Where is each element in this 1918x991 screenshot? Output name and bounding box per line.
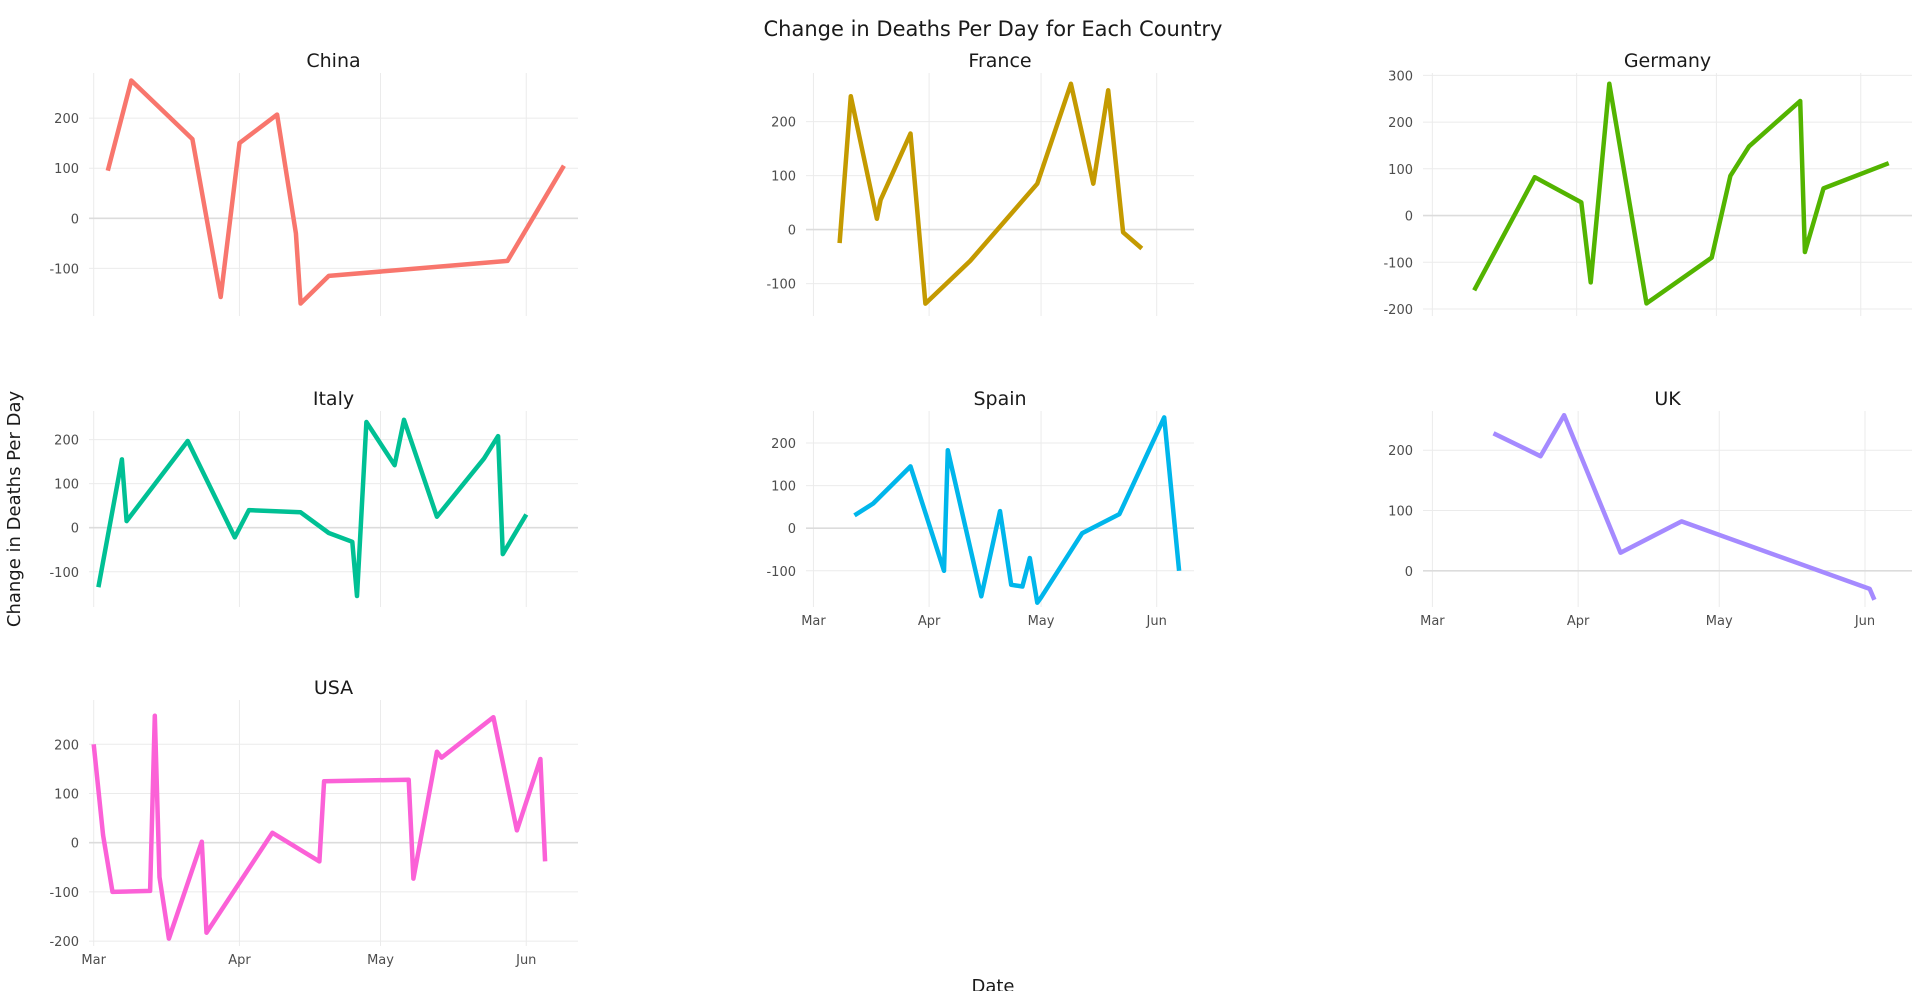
series-line-uk	[1492, 412, 1877, 601]
y-axis-label: Change in Deaths Per Day	[4, 391, 25, 628]
panel-spain: -100 0 100 200 Mar Apr May Jun Spain	[766, 388, 1194, 629]
panel-spain-ytick-label: 200	[771, 437, 796, 452]
series-line-spain	[853, 415, 1182, 605]
series-line-italy	[96, 417, 529, 599]
panel-china-ytick-label: -100	[49, 262, 79, 277]
panel-uk-xtick-label: May	[1706, 614, 1733, 629]
panel-usa-title: USA	[314, 677, 353, 699]
panel-uk-xtick-label: Apr	[1567, 614, 1590, 629]
series-line-china	[105, 78, 566, 306]
panel-germany: -200 -100 0 100 200 300 Germany	[1383, 50, 1912, 318]
panel-france-ytick-label: 0	[788, 224, 796, 239]
panel-spain-title: Spain	[973, 388, 1026, 410]
panel-italy-ytick-label: 200	[54, 434, 79, 449]
panel-france-ytick-label: 200	[771, 116, 796, 131]
panel-germany-ytick-label: 0	[1405, 210, 1413, 225]
chart-title: Change in Deaths Per Day for Each Countr…	[764, 17, 1223, 41]
panel-germany-ytick-label: -200	[1383, 303, 1413, 318]
series-line-france	[837, 81, 1144, 306]
panel-usa-xtick-label: Apr	[228, 953, 251, 968]
panels: -100 0 100 200 China -100 0 100 200 France -200 -10…	[49, 50, 1912, 968]
panel-france: -100 0 100 200 France	[766, 50, 1194, 316]
panel-italy-ytick-label: 0	[71, 522, 79, 537]
panel-italy-title: Italy	[313, 388, 354, 410]
panel-usa-ytick-label: 200	[54, 738, 79, 753]
x-axis-label: Date	[971, 976, 1014, 991]
panel-usa-xtick-label: May	[367, 953, 394, 968]
panel-france-title: France	[968, 50, 1031, 72]
panel-uk-ytick-label: 0	[1405, 565, 1413, 580]
series-line-usa	[91, 713, 548, 941]
panel-china: -100 0 100 200 China	[49, 50, 578, 316]
panel-spain-xtick-label: Mar	[801, 614, 826, 629]
panel-italy-ytick-label: 100	[54, 478, 79, 493]
panel-usa-ytick-label: -200	[49, 935, 79, 950]
panel-china-ytick-label: 200	[54, 112, 79, 127]
panel-germany-ytick-label: 300	[1388, 69, 1413, 84]
panel-germany-ytick-label: -100	[1383, 256, 1413, 271]
panel-china-ytick-label: 100	[54, 162, 79, 177]
panel-spain-xtick-label: Jun	[1146, 614, 1167, 629]
panel-spain-xtick-label: May	[1028, 614, 1055, 629]
panel-china-title: China	[306, 50, 360, 72]
series-line-germany	[1472, 81, 1890, 306]
panel-uk-ytick-label: 100	[1388, 505, 1413, 520]
panel-spain-xtick-label: Apr	[918, 614, 941, 629]
panel-uk-title: UK	[1654, 388, 1681, 410]
panel-spain-ytick-label: 100	[771, 480, 796, 495]
panel-spain-ytick-label: -100	[766, 565, 796, 580]
panel-usa-ytick-label: 0	[71, 837, 79, 852]
panel-france-ytick-label: -100	[766, 278, 796, 293]
panel-uk: 0 100 200 Mar Apr May Jun UK	[1388, 388, 1912, 629]
panel-germany-title: Germany	[1624, 50, 1711, 72]
panel-germany-ytick-label: 200	[1388, 116, 1413, 131]
panel-usa: -200 -100 0 100 200 Mar Apr May Jun USA	[49, 677, 578, 968]
panel-germany-ytick-label: 100	[1388, 163, 1413, 178]
panel-usa-xtick-label: Mar	[81, 953, 106, 968]
panel-italy: -100 0 100 200 Italy	[49, 388, 578, 607]
panel-uk-xtick-label: Jun	[1854, 614, 1875, 629]
panel-spain-ytick-label: 0	[788, 522, 796, 537]
panel-usa-xtick-label: Jun	[515, 953, 536, 968]
panel-usa-ytick-label: 100	[54, 787, 79, 802]
panel-italy-ytick-label: -100	[49, 566, 79, 581]
panel-china-ytick-label: 0	[71, 212, 79, 227]
panel-uk-xtick-label: Mar	[1420, 614, 1445, 629]
panel-usa-ytick-label: -100	[49, 886, 79, 901]
panel-uk-ytick-label: 200	[1388, 444, 1413, 459]
panel-france-ytick-label: 100	[771, 170, 796, 185]
